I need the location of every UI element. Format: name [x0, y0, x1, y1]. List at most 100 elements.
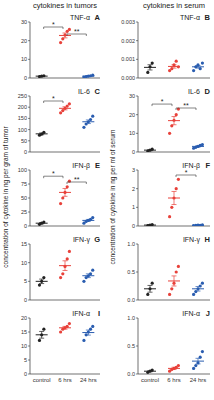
data-group [144, 265, 204, 296]
column-header: cytokines in tumors [33, 1, 97, 10]
error-stem [65, 261, 66, 271]
error-stem [41, 279, 42, 283]
error-bar [148, 150, 153, 151]
error-bar [196, 225, 201, 226]
data-point [59, 41, 62, 44]
error-cap [63, 106, 68, 107]
y-tick [28, 140, 30, 141]
y-axis [30, 96, 31, 152]
significance-label: ** [74, 28, 80, 35]
data-point [175, 60, 178, 63]
data-point [61, 272, 64, 275]
error-cap [148, 69, 153, 70]
panel-letter: A [95, 13, 101, 22]
data-point [170, 67, 173, 70]
error-cap [196, 286, 201, 287]
panel-letter: I [98, 309, 100, 318]
error-cap [39, 132, 44, 133]
error-cap [196, 65, 201, 66]
error-stem [150, 65, 151, 70]
data-point [168, 215, 171, 218]
error-cap [172, 367, 177, 368]
panel-letter: G [94, 235, 100, 244]
significance-label: ** [183, 102, 189, 109]
error-stem [174, 117, 175, 125]
panel-letter: H [205, 235, 210, 244]
data-point [38, 339, 41, 342]
y-tick [28, 129, 30, 130]
panel-title: IFN-β [72, 162, 90, 170]
mean-line [144, 371, 156, 372]
error-cap [148, 285, 153, 286]
x-axis [138, 374, 210, 375]
y-tick-label: 0.000 [121, 75, 135, 81]
y-tick-label: 0 [24, 371, 27, 377]
panel-letter: F [205, 161, 210, 170]
y-tick-label: 30 [129, 93, 135, 99]
y-tick [28, 40, 30, 41]
y-tick-label: 50 [21, 138, 27, 144]
figure: cytokines in tumorsconcentration of cyto… [0, 0, 214, 400]
error-stem [88, 274, 89, 278]
error-bar [196, 146, 201, 147]
error-cap [86, 277, 91, 278]
error-bar [86, 274, 91, 278]
error-stem [198, 358, 199, 364]
error-cap [172, 191, 177, 192]
error-bar [39, 133, 44, 135]
mean-line [59, 327, 71, 328]
panel: TNF-αA0102030*** [21, 13, 101, 81]
data-point [82, 339, 85, 342]
error-cap [39, 223, 44, 224]
y-tick-label: 0 [132, 223, 135, 229]
y-tick [28, 22, 30, 23]
data-point [59, 202, 62, 205]
y-tick-label: 0.002 [121, 38, 135, 44]
y-tick-label: 10 [129, 130, 135, 136]
x-axis [30, 152, 100, 153]
panel-letter: C [95, 87, 101, 96]
error-cap [148, 370, 153, 371]
error-cap [39, 134, 44, 135]
y-tick [136, 346, 138, 347]
error-cap [63, 33, 68, 34]
x-tick-label: control [141, 377, 159, 383]
error-stem [88, 330, 89, 335]
data-point [201, 350, 204, 353]
panel: IFN-γG051015 [21, 235, 100, 303]
y-tick-label: 20 [21, 38, 27, 44]
data-point [175, 270, 178, 273]
y-tick [136, 170, 138, 171]
error-cap [172, 286, 177, 287]
significance-label: * [52, 170, 55, 177]
error-stem [65, 107, 66, 110]
y-tick [28, 96, 30, 97]
error-bar [39, 279, 44, 283]
data-point [66, 185, 69, 188]
y-tick-label: 1 [132, 204, 135, 210]
data-point [192, 69, 195, 72]
error-bar [39, 223, 44, 224]
data-point [175, 187, 178, 190]
error-bar [196, 65, 201, 68]
y-tick [136, 226, 138, 227]
mean-line [36, 133, 48, 134]
y-tick-label: 0.0 [127, 371, 135, 377]
x-axis [30, 226, 100, 227]
error-cap [196, 358, 201, 359]
error-bar [172, 367, 177, 369]
y-tick-label: 10 [21, 343, 27, 349]
y-tick [28, 374, 30, 375]
y-tick-label: 0.001 [121, 56, 135, 62]
y-tick-label: 1.0 [127, 315, 135, 321]
error-cap [148, 149, 153, 150]
error-bar [63, 326, 68, 329]
error-cap [172, 204, 177, 205]
panel: IL-6C050100150200250* [18, 87, 101, 155]
x-tick-label: control [33, 377, 51, 383]
x-axis [138, 300, 210, 301]
data-point [68, 180, 71, 183]
data-point [192, 367, 195, 370]
panel: IL-6D0102030*** [129, 87, 211, 155]
significance-label: * [161, 98, 164, 105]
